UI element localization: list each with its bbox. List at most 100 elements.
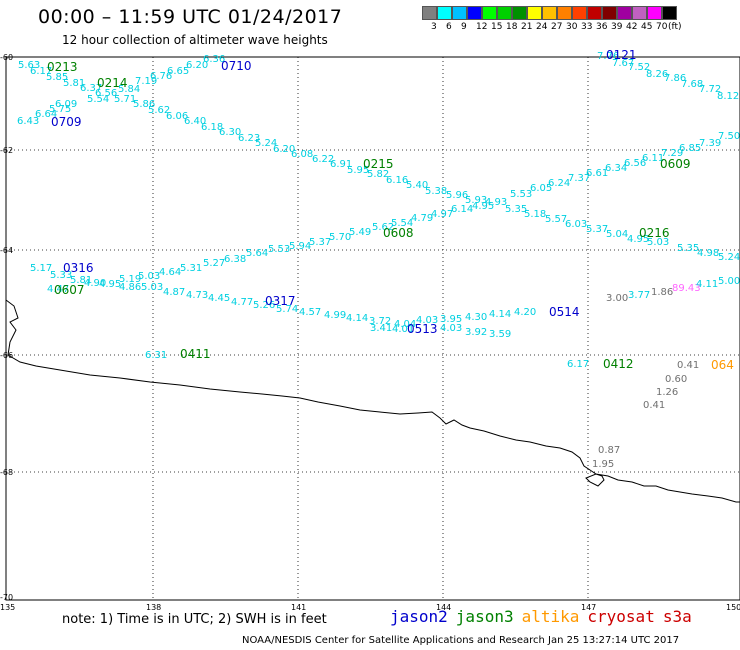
scale-label: 18 [506, 22, 518, 32]
swh-value: 8.12 [717, 91, 739, 102]
pass-time-label: 0513 [407, 322, 438, 336]
scale-label: 39 [611, 22, 623, 32]
swh-value: 4.90 [84, 278, 106, 289]
pass-time-label: 0214 [97, 76, 128, 90]
swh-value: 4.95 [472, 201, 494, 212]
scale-label: 45 [641, 22, 653, 32]
swh-value: 6.23 [238, 133, 260, 144]
swh-value: 5.54 [391, 218, 413, 229]
swh-value: 5.94 [289, 241, 311, 252]
swh-value: 4.03 [440, 323, 462, 334]
scale-label: 6 [446, 22, 452, 32]
pass-time-label: 0412 [603, 357, 634, 371]
swh-value: 5.62 [148, 105, 170, 116]
swh-value: 7.76 [597, 51, 619, 62]
swh-value: 6.06 [166, 111, 188, 122]
scale-label: 15 [491, 22, 503, 32]
scale-swatch [512, 6, 527, 20]
scale-label: 36 [596, 22, 608, 32]
latitude-label: -70 [0, 593, 13, 602]
longitude-label: 138 [146, 603, 161, 612]
scale-swatch [632, 6, 647, 20]
footer-note: note: 1) Time is in UTC; 2) SWH is in fe… [62, 612, 327, 627]
swh-value: 5.85 [46, 72, 68, 83]
swh-value: 3.77 [628, 290, 650, 301]
swh-value: 6.22 [312, 154, 334, 165]
swh-value: 5.54 [87, 94, 109, 105]
pass-time-label: 0710 [221, 59, 252, 73]
swh-value: 6.30 [219, 127, 241, 138]
color-scale [422, 6, 677, 20]
swh-value: 6.76 [150, 71, 172, 82]
swh-value: 4.77 [231, 297, 253, 308]
swh-value: 6.11 [642, 153, 664, 164]
swh-value: 6.03 [565, 219, 587, 230]
swh-value: 5.35 [505, 204, 527, 215]
swh-value: 4.95 [627, 234, 649, 245]
swh-value: 5.37 [309, 237, 331, 248]
swh-value: 6.56 [95, 88, 117, 99]
swh-value: 6.40 [184, 116, 206, 127]
legend-cryosat: cryosat [587, 607, 655, 626]
swh-value: 5.57 [545, 214, 567, 225]
longitude-label: 147 [581, 603, 596, 612]
swh-value: 4.47 [47, 284, 69, 295]
swh-value: 7.52 [628, 62, 650, 73]
page-title: 00:00 – 11:59 UTC 01/24/2017 [38, 6, 343, 28]
swh-value: 5.24 [718, 252, 740, 263]
swh-value: 7.50 [718, 131, 740, 142]
swh-value: 5.62 [372, 222, 394, 233]
swh-value: 6.05 [530, 183, 552, 194]
swh-value: 6.18 [201, 122, 223, 133]
scale-swatch [542, 6, 557, 20]
scale-label: 21 [521, 22, 533, 32]
swh-value: 6.37 [80, 83, 102, 94]
swh-value: 5.82 [367, 169, 389, 180]
swh-value: 5.53 [268, 244, 290, 255]
scale-label: (ft) [668, 22, 682, 32]
scale-swatch [437, 6, 452, 20]
legend-s3a: s3a [662, 607, 692, 626]
longitude-label: 141 [291, 603, 306, 612]
swh-value: 5.04 [606, 229, 628, 240]
pass-time-label: 0317 [265, 294, 296, 308]
swh-value: 6.17 [567, 359, 589, 370]
swh-value: 5.18 [524, 209, 546, 220]
swh-value: 6.16 [386, 175, 408, 186]
latitude-label: -66 [0, 351, 13, 360]
scale-swatch [497, 6, 512, 20]
scale-label: 30 [566, 22, 578, 32]
pass-time-label: 064 [711, 358, 734, 372]
swh-value: 6.65 [167, 66, 189, 77]
swh-value: 7.72 [699, 84, 721, 95]
swh-value: 7.86 [664, 73, 686, 84]
footer-credit: NOAA/NESDIS Center for Satellite Applica… [242, 635, 680, 646]
swh-value: 5.27 [203, 258, 225, 269]
swh-value: 5.24 [255, 138, 277, 149]
antarctic-coastline [5, 299, 740, 503]
swh-value: 4.01 [392, 324, 414, 335]
pass-time-label: 0514 [549, 305, 580, 319]
swh-value: 5.49 [349, 227, 371, 238]
swh-value: 6.34 [605, 163, 627, 174]
scale-swatch [422, 6, 437, 20]
page-subtitle: 12 hour collection of altimeter wave hei… [62, 33, 328, 47]
swh-value: 6.91 [330, 159, 352, 170]
swh-value: 6.20 [273, 144, 295, 155]
scale-label: 27 [551, 22, 563, 32]
scale-swatch [587, 6, 602, 20]
swh-value: 6.09 [55, 99, 77, 110]
swh-value: 4.99 [324, 310, 346, 321]
legend-altika: altika [521, 607, 580, 626]
swh-value: 1.95 [592, 459, 614, 470]
swh-value: 5.71 [114, 94, 136, 105]
legend-jason3: jason3 [455, 607, 514, 626]
swh-value: 5.17 [30, 263, 52, 274]
scale-swatch [527, 6, 542, 20]
swh-value: 7.67 [612, 58, 634, 69]
pass-time-label: 0607 [54, 283, 85, 297]
pass-time-label: 0213 [47, 60, 78, 74]
scale-label: 12 [476, 22, 488, 32]
scale-swatch [662, 6, 677, 20]
